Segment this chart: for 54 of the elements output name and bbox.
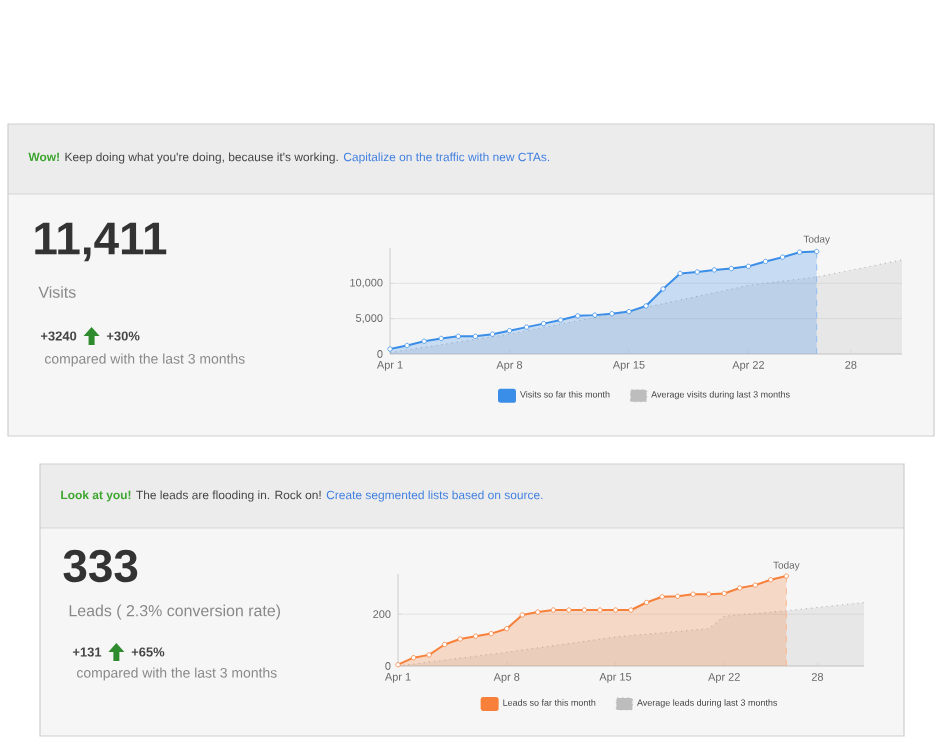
point	[675, 593, 681, 599]
point	[745, 263, 752, 269]
point	[541, 321, 547, 327]
point	[706, 591, 712, 597]
point	[581, 607, 588, 613]
point	[506, 328, 513, 334]
point	[457, 636, 463, 642]
point	[677, 270, 683, 277]
point	[612, 607, 619, 613]
point	[762, 258, 769, 265]
point	[488, 631, 494, 637]
point	[728, 265, 734, 272]
point	[575, 313, 581, 319]
point	[442, 641, 448, 648]
point	[626, 308, 632, 315]
point	[426, 652, 432, 658]
point	[410, 655, 417, 661]
text: 333	[63, 549, 138, 583]
point	[643, 303, 649, 309]
point	[473, 633, 479, 639]
point	[523, 324, 530, 330]
point	[558, 317, 564, 323]
point	[504, 626, 510, 632]
point	[643, 599, 650, 606]
point	[438, 335, 444, 342]
point	[472, 333, 478, 339]
point	[737, 585, 743, 591]
point	[660, 286, 666, 292]
point	[779, 254, 786, 260]
point	[814, 248, 820, 255]
text: 11,411	[35, 222, 167, 262]
point	[628, 607, 634, 613]
point	[783, 573, 789, 579]
point	[519, 612, 525, 618]
point	[395, 662, 401, 668]
point	[721, 590, 727, 597]
point	[690, 591, 696, 597]
point	[566, 607, 572, 613]
point	[694, 269, 700, 275]
point	[609, 311, 615, 317]
point	[455, 333, 461, 339]
point	[404, 342, 410, 349]
point	[597, 607, 603, 613]
point	[752, 582, 758, 588]
point	[489, 331, 496, 337]
point	[421, 338, 427, 344]
point	[535, 609, 541, 615]
point	[550, 607, 556, 613]
point	[592, 312, 598, 318]
point	[659, 594, 665, 600]
point	[387, 346, 393, 352]
point	[768, 577, 774, 583]
point	[797, 249, 803, 255]
point	[711, 267, 717, 273]
